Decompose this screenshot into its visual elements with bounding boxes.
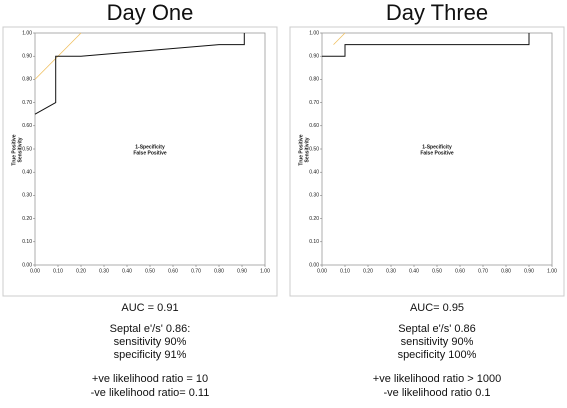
y-tick-label: 0.20 [22, 216, 32, 222]
x-tick-label: 0.80 [501, 268, 511, 274]
x-tick-label: 0.70 [478, 268, 488, 274]
x-tick-label: 1.00 [260, 268, 270, 274]
x-axis-label: False Positive [420, 150, 454, 156]
y-tick-label: 0.40 [22, 170, 32, 176]
note: -ve likelihood ratio= 0.11 [91, 387, 210, 399]
note: +ve likelihood ratio > 1000 [373, 373, 501, 385]
note: Septal e'/s' 0.86 [398, 323, 476, 335]
x-axis-label: False Positive [133, 150, 167, 156]
note: specificity 100% [398, 349, 477, 361]
x-tick-label: 0.40 [122, 268, 132, 274]
note: specificity 91% [114, 349, 187, 361]
y-tick-label: 0.10 [22, 239, 32, 245]
y-tick-label: 1.00 [309, 30, 319, 36]
y-tick-label: 0.40 [309, 170, 319, 176]
x-tick-label: 0.90 [524, 268, 534, 274]
note: +ve likelihood ratio = 10 [92, 373, 208, 385]
x-tick-label: 0.30 [99, 268, 109, 274]
y-tick-label: 0.00 [22, 262, 32, 268]
panel-frame [289, 26, 565, 297]
note: -ve likelihood ratio 0.1 [383, 387, 490, 399]
y-tick-label: 0.70 [309, 100, 319, 106]
y-tick-label: 0.20 [309, 216, 319, 222]
y-axis-label: True Positive [11, 134, 17, 165]
x-tick-label: 0.70 [191, 268, 201, 274]
y-tick-label: 0.80 [22, 77, 32, 83]
chart-title: Day One [107, 0, 194, 25]
note: sensitivity 90% [114, 336, 187, 348]
y-tick-label: 0.70 [22, 100, 32, 106]
y-axis-label: Sensitivity [17, 137, 23, 162]
x-tick-label: 0.80 [214, 268, 224, 274]
note: Septal e'/s' 0.86: [110, 323, 191, 335]
x-axis-label: 1-Specificity [135, 144, 165, 150]
panel-frame [2, 26, 278, 297]
y-tick-label: 0.90 [22, 54, 32, 60]
x-tick-label: 0.30 [386, 268, 396, 274]
y-tick-label: 0.80 [309, 77, 319, 83]
x-tick-label: 1.00 [547, 268, 557, 274]
x-tick-label: 0.60 [455, 268, 465, 274]
roc-line [322, 33, 530, 57]
x-axis-label: 1-Specificity [422, 144, 452, 150]
y-tick-label: 1.00 [22, 30, 32, 36]
note: AUC = 0.91 [121, 302, 178, 314]
x-tick-label: 0.20 [363, 268, 373, 274]
y-tick-label: 0.30 [22, 193, 32, 199]
y-tick-label: 0.50 [22, 146, 32, 152]
x-tick-label: 0.60 [168, 268, 178, 274]
roc-line [34, 33, 245, 115]
y-tick-label: 0.60 [22, 123, 32, 129]
x-tick-label: 0.10 [53, 268, 63, 274]
x-tick-label: 0.20 [76, 268, 86, 274]
y-axis-label: True Positive [298, 134, 304, 165]
y-tick-label: 0.00 [309, 262, 319, 268]
x-tick-label: 0.90 [237, 268, 247, 274]
x-tick-label: 0.10 [340, 268, 350, 274]
roc-line [333, 32, 346, 45]
y-tick-label: 0.30 [309, 193, 319, 199]
y-tick-label: 0.60 [309, 123, 319, 129]
chart-title: Day Three [386, 0, 488, 25]
x-tick-label: 0.00 [30, 268, 40, 274]
x-tick-label: 0.40 [409, 268, 419, 274]
y-axis-label: Sensitivity [304, 137, 310, 162]
x-tick-label: 0.00 [317, 268, 327, 274]
note: AUC= 0.95 [410, 302, 464, 314]
x-tick-label: 0.50 [432, 268, 442, 274]
y-tick-label: 0.90 [309, 54, 319, 60]
y-tick-label: 0.50 [309, 146, 319, 152]
note: sensitivity 90% [401, 336, 474, 348]
x-tick-label: 0.50 [145, 268, 155, 274]
y-tick-label: 0.10 [309, 239, 319, 245]
